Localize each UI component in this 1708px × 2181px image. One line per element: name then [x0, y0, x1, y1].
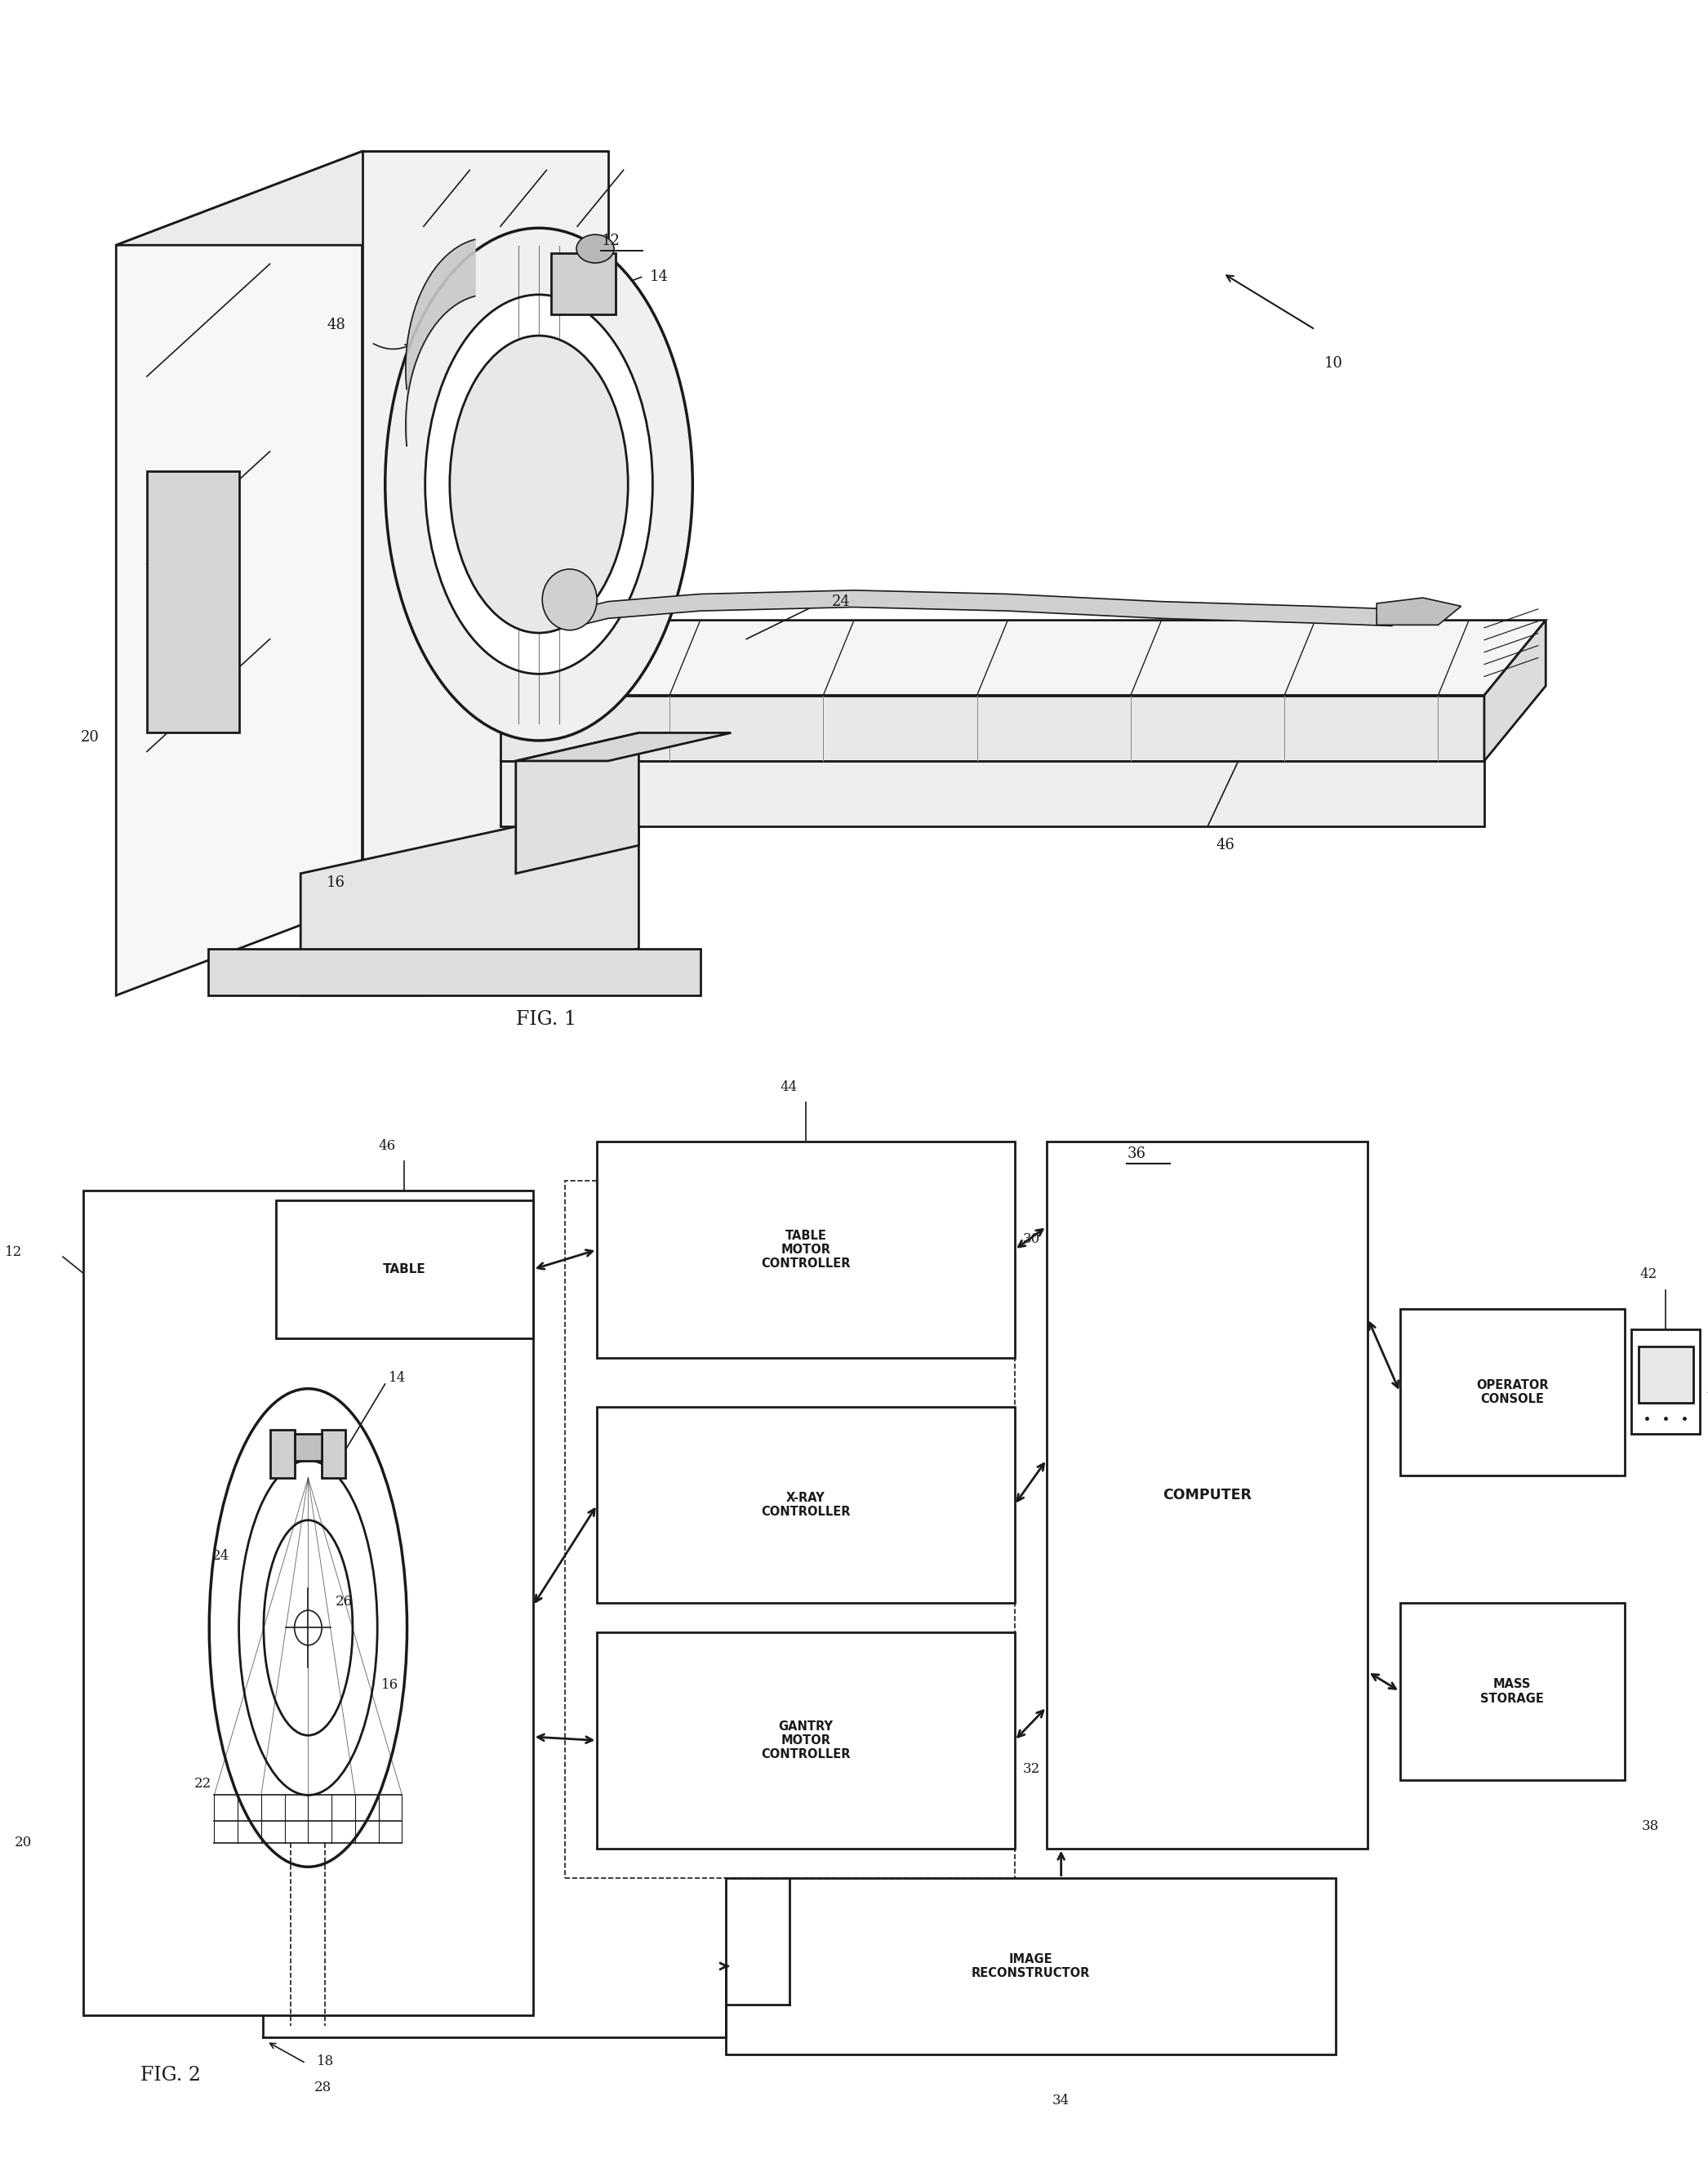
Circle shape [294, 1610, 321, 1644]
Text: FIG. 2: FIG. 2 [140, 2065, 202, 2085]
Ellipse shape [263, 1520, 352, 1736]
Bar [598, 1143, 1015, 1357]
Text: 38: 38 [1641, 1819, 1658, 1832]
Bar [1631, 1328, 1699, 1433]
Ellipse shape [239, 1461, 377, 1795]
Polygon shape [1377, 598, 1460, 626]
Polygon shape [500, 696, 1484, 761]
Text: X-RAY
CONTROLLER: X-RAY CONTROLLER [762, 1492, 851, 1518]
Text: 32: 32 [1023, 1762, 1040, 1775]
Bar [1047, 1143, 1368, 1849]
Bar [1401, 1309, 1624, 1474]
Text: MASS
STORAGE: MASS STORAGE [1481, 1677, 1544, 1706]
Text: 16: 16 [326, 875, 345, 890]
Polygon shape [1484, 619, 1546, 761]
Bar [277, 1200, 533, 1337]
Text: 26: 26 [335, 1594, 352, 1610]
Polygon shape [116, 150, 608, 244]
Bar [1401, 1603, 1624, 1780]
Text: 20: 20 [80, 731, 99, 746]
Ellipse shape [541, 569, 598, 630]
Polygon shape [301, 827, 639, 995]
Polygon shape [569, 591, 1392, 628]
Text: 12: 12 [5, 1245, 22, 1258]
Ellipse shape [384, 229, 692, 742]
Bar [1638, 1346, 1693, 1402]
Text: 36: 36 [1127, 1147, 1146, 1160]
Bar [270, 1431, 294, 1479]
Polygon shape [516, 733, 639, 872]
Ellipse shape [576, 236, 613, 264]
Bar [565, 1182, 1015, 1878]
Text: 24: 24 [212, 1549, 231, 1564]
Polygon shape [500, 619, 1546, 696]
Text: TABLE
MOTOR
CONTROLLER: TABLE MOTOR CONTROLLER [762, 1230, 851, 1269]
Text: 22: 22 [195, 1778, 212, 1791]
Text: 18: 18 [316, 2055, 335, 2068]
Text: IMAGE
RECONSTRUCTOR: IMAGE RECONSTRUCTOR [972, 1952, 1090, 1980]
Bar [598, 1407, 1015, 1603]
Text: GANTRY
MOTOR
CONTROLLER: GANTRY MOTOR CONTROLLER [762, 1721, 851, 1760]
Bar [147, 471, 239, 733]
Bar [598, 1631, 1015, 1849]
Bar [550, 253, 615, 314]
Polygon shape [116, 150, 362, 995]
Text: 34: 34 [1052, 2094, 1069, 2107]
Polygon shape [362, 150, 608, 901]
Ellipse shape [425, 294, 652, 674]
Ellipse shape [449, 336, 629, 632]
Text: 14: 14 [649, 270, 668, 284]
Bar [294, 1435, 321, 1461]
Text: 10: 10 [1324, 356, 1342, 371]
Text: COMPUTER: COMPUTER [1163, 1487, 1252, 1503]
Text: 42: 42 [1640, 1267, 1657, 1280]
Text: 48: 48 [328, 318, 345, 332]
Text: OPERATOR
CONSOLE: OPERATOR CONSOLE [1476, 1378, 1549, 1405]
Polygon shape [500, 761, 1484, 827]
Text: 16: 16 [381, 1677, 398, 1692]
Text: 44: 44 [781, 1080, 798, 1093]
Text: 30: 30 [1023, 1232, 1040, 1245]
Text: 46: 46 [1216, 838, 1235, 853]
Text: 14: 14 [388, 1370, 407, 1385]
Text: 28: 28 [314, 2081, 331, 2094]
Bar [726, 1878, 1336, 2055]
Text: 20: 20 [15, 1836, 32, 1849]
Text: TABLE: TABLE [383, 1263, 425, 1276]
Text: 46: 46 [379, 1138, 396, 1152]
Text: 24: 24 [832, 593, 851, 608]
Text: 12: 12 [601, 233, 620, 249]
Bar [565, 1182, 1015, 1878]
Polygon shape [208, 949, 700, 995]
Bar [84, 1191, 533, 2015]
Ellipse shape [208, 1389, 407, 1867]
Polygon shape [516, 733, 731, 761]
Text: FIG. 1: FIG. 1 [516, 1010, 577, 1029]
Bar [321, 1431, 345, 1479]
